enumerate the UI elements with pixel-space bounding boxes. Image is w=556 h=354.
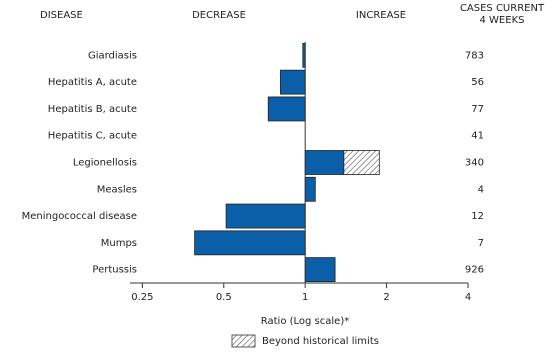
category-label: Measles: [97, 184, 137, 195]
x-tick-label: 0.5: [216, 292, 232, 303]
cases-value: 7: [478, 238, 484, 249]
x-tick-label: 2: [383, 292, 389, 303]
header-disease: DISEASE: [40, 10, 83, 21]
cases-value: 340: [465, 158, 484, 169]
category-label: Hepatitis A, acute: [48, 77, 137, 88]
bar-beyond-limits: [343, 150, 380, 175]
cases-value: 56: [471, 77, 484, 88]
cases-value: 41: [471, 131, 484, 142]
bar: [304, 150, 345, 175]
x-axis-title: Ratio (Log scale)*: [261, 316, 349, 327]
header-cases: CASES CURRENT: [460, 3, 545, 14]
bar: [304, 176, 316, 202]
category-label: Hepatitis C, acute: [48, 131, 137, 142]
category-label: Pertussis: [92, 265, 137, 276]
legend-swatch: [231, 334, 256, 348]
bar: [225, 203, 306, 229]
bar: [267, 96, 306, 122]
header-decrease: DECREASE: [192, 10, 246, 21]
x-tick-label: 1: [302, 292, 308, 303]
bar: [304, 257, 336, 283]
header-cases: 4 WEEKS: [480, 15, 525, 26]
category-label: Meningococcal disease: [22, 211, 137, 222]
category-label: Giardiasis: [88, 50, 137, 61]
x-tick-label: 4: [465, 292, 471, 303]
x-tick-label: 0.25: [131, 292, 153, 303]
cases-value: 783: [465, 50, 484, 61]
header-increase: INCREASE: [356, 10, 406, 21]
category-label: Hepatitis B, acute: [48, 104, 137, 115]
category-label: Mumps: [101, 238, 137, 249]
cases-value: 4: [478, 184, 484, 195]
category-label: Legionellosis: [73, 158, 137, 169]
bar: [194, 230, 306, 256]
cases-value: 12: [471, 211, 484, 222]
cases-value: 77: [471, 104, 484, 115]
legend-label: Beyond historical limits: [262, 336, 379, 347]
cases-value: 926: [465, 265, 484, 276]
bar: [280, 69, 306, 95]
